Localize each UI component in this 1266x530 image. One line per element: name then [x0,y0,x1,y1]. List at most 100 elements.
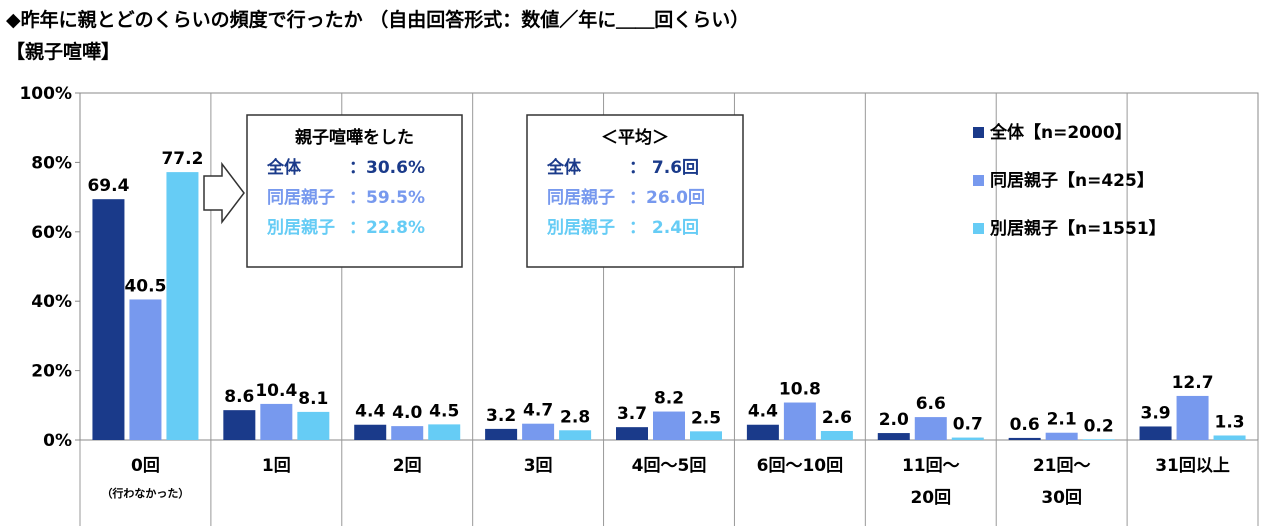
y-tick-label: 0% [43,431,72,451]
bar [690,431,722,440]
bar [129,299,162,440]
bar [485,428,518,440]
bar [166,172,199,440]
average-box [526,114,744,268]
x-tick-label: 30回 [1041,488,1082,508]
chart-subtitle: 【親子喧嘩】 [6,40,120,63]
data-label: 40.5 [124,276,166,296]
bar [92,199,125,440]
bar [877,433,910,440]
data-label: 4.5 [429,401,459,421]
data-label: 2.5 [691,408,721,428]
data-label: 10.8 [779,380,821,400]
x-tick-label: 6回～10回 [757,456,844,476]
x-tick-label: 20回 [910,488,951,508]
chart-title: ◆昨年に親とどのくらいの頻度で行ったか （自由回答形式：数値／年に＿＿回くらい） [6,8,749,31]
data-label: 8.1 [298,389,328,409]
bar [1008,437,1041,440]
arrow-icon [203,161,245,225]
x-tick-label: 11回～ [902,456,960,476]
rate-box-heading: 親子喧嘩をした [295,127,414,148]
data-label: 77.2 [161,149,203,169]
bar [354,424,387,440]
bar [1139,426,1172,440]
legend-label: 別居親子【n=1551】 [989,218,1166,239]
average-box-row-value: ：26.0回 [629,188,705,208]
average-box-row-value: ： 2.4回 [629,218,699,238]
data-label: 8.6 [224,387,254,407]
x-tick-label: 3回 [524,456,553,476]
data-label: 8.2 [654,389,684,409]
x-tick-label: 31回以上 [1155,456,1230,476]
data-label: 4.0 [392,403,422,423]
rate-box-row-value: ：22.8% [349,218,425,238]
x-tick-label: 4回～5回 [632,456,707,476]
bar [391,426,424,440]
rate-box-row-value: ：30.6% [349,158,425,178]
bar [1176,395,1209,440]
y-tick-label: 20% [31,362,72,382]
y-tick-label: 60% [31,223,72,243]
bar [653,411,685,440]
average-box-row-value: ： 7.6回 [629,158,699,178]
bar [1213,435,1246,440]
data-label: 1.3 [1214,412,1244,432]
x-tick-label: 2回 [393,456,422,476]
plot-area: 0% 20% 40% 60% 80% 100% 69.4 8.6 4.4 3.2 3.7 4.4 2.0… [19,84,1259,526]
bar [223,410,256,440]
data-label: 0.7 [953,415,983,435]
bar [297,411,330,440]
bar [914,417,947,440]
x-tick-label: （行わなかった） [101,486,189,500]
bar [951,437,984,440]
bar [559,430,592,440]
y-tick-label: 80% [31,153,72,173]
data-label: 4.4 [748,402,778,422]
bar [260,403,293,440]
bar [522,423,555,440]
x-tick-label: 21回～ [1033,456,1091,476]
y-tick-label: 40% [31,292,72,312]
data-label: 3.9 [1140,403,1170,423]
data-label: 10.4 [255,381,297,401]
bar [820,430,853,440]
average-box-heading: ＜平均＞ [601,127,669,148]
data-label: 0.6 [1010,415,1040,435]
data-label: 2.6 [822,408,852,428]
bar [746,424,779,440]
data-label: 69.4 [87,176,129,196]
bar [1045,432,1078,440]
x-tick-label: 1回 [262,456,291,476]
rate-box-row-label: 同居親子 [267,187,335,208]
rate-box-row-value: ：59.5% [349,188,425,208]
data-label: 2.1 [1047,410,1077,430]
legend-label: 同居親子【n=425】 [990,170,1154,191]
data-label: 2.8 [560,407,590,427]
data-label: 0.2 [1084,416,1114,436]
average-box-row-label: 同居親子 [547,187,615,208]
x-tick-label: 0回 [131,456,160,476]
rate-box-row-label: 別居親子 [266,217,335,238]
rate-box-row-label: 全体 [266,157,302,178]
data-label: 4.4 [355,402,385,422]
data-label: 6.6 [916,394,946,414]
data-label: 3.7 [617,404,647,424]
data-label: 12.7 [1172,373,1214,393]
legend-swatch [973,223,984,234]
data-label: 4.7 [523,401,553,421]
y-tick-label: 100% [19,84,72,104]
legend-label: 全体【n=2000】 [989,122,1132,143]
rate-box [246,114,463,268]
average-box-row-label: 全体 [546,157,582,178]
bar [616,427,648,440]
bar [428,424,461,440]
legend-swatch [973,175,984,186]
bar [1082,439,1115,440]
data-label: 3.2 [486,406,516,426]
average-box-row-label: 別居親子 [546,217,615,238]
data-label: 2.0 [879,410,909,430]
bar [783,402,816,440]
legend-swatch [973,127,984,138]
